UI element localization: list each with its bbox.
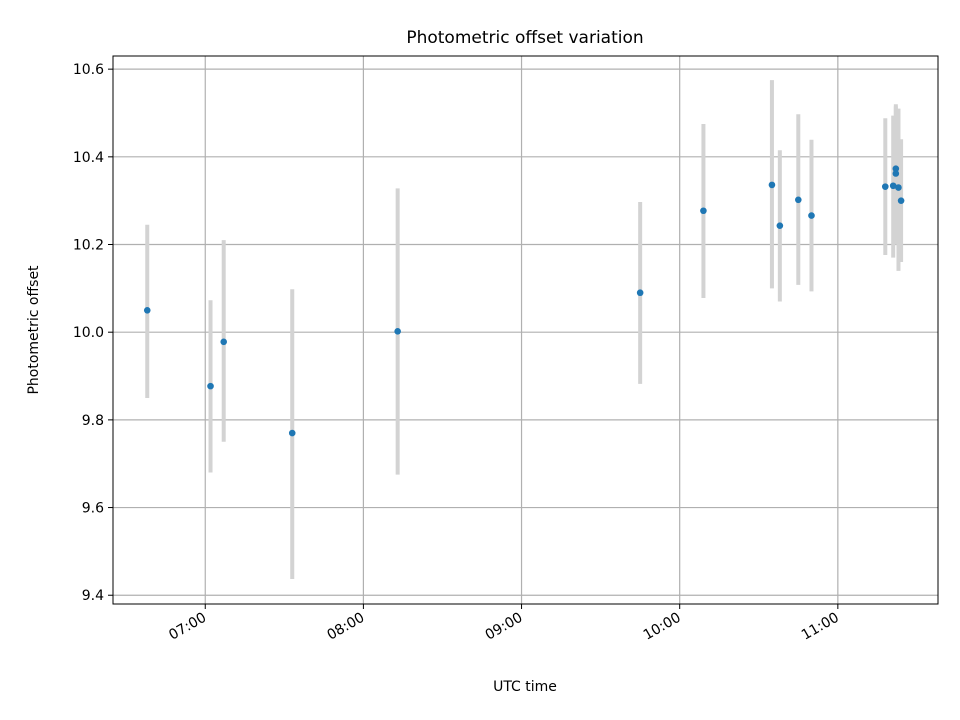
- y-axis-ticks: 9.4 9.6 9.8 10.0 10.2 10.4 10.6: [73, 62, 113, 604]
- y-tick-label: 10.4: [73, 150, 104, 166]
- plot-frame: [112, 55, 939, 605]
- data-point: [881, 183, 889, 190]
- data-point: [889, 182, 897, 190]
- y-axis-label: Photometric offset: [26, 265, 42, 395]
- data-points: [143, 165, 905, 437]
- error-bars: [145, 80, 904, 580]
- data-point: [897, 197, 905, 204]
- data-point: [700, 207, 707, 215]
- y-tick-label: 9.8: [82, 413, 104, 429]
- data-point: [795, 196, 802, 204]
- data-point: [776, 222, 784, 229]
- data-point: [207, 382, 214, 390]
- y-tick-label: 9.4: [82, 588, 104, 604]
- x-tick-label: 07:00: [166, 610, 209, 644]
- chart-title: Photometric offset variation: [406, 28, 643, 48]
- x-tick-label: 10:00: [641, 610, 684, 644]
- y-tick-label: 10.2: [73, 238, 104, 254]
- x-tick-label: 08:00: [324, 610, 367, 644]
- data-point: [220, 338, 228, 346]
- x-axis-ticks: 07:00 08:00 09:00 10:00 11:00: [166, 604, 842, 644]
- data-point: [892, 165, 900, 172]
- data-point: [288, 429, 296, 437]
- x-tick-label: 11:00: [799, 610, 842, 644]
- y-tick-label: 10.6: [73, 62, 104, 78]
- data-point: [895, 184, 902, 191]
- x-tick-label: 09:00: [483, 610, 526, 644]
- data-point: [768, 181, 776, 189]
- y-tick-label: 10.0: [73, 325, 104, 341]
- data-point: [636, 289, 644, 297]
- data-point: [892, 170, 900, 177]
- data-point: [394, 328, 401, 335]
- data-point: [143, 306, 151, 314]
- y-tick-label: 9.6: [82, 501, 104, 517]
- x-axis-label: UTC time: [493, 679, 557, 695]
- grid: [113, 56, 938, 604]
- data-point: [808, 212, 815, 219]
